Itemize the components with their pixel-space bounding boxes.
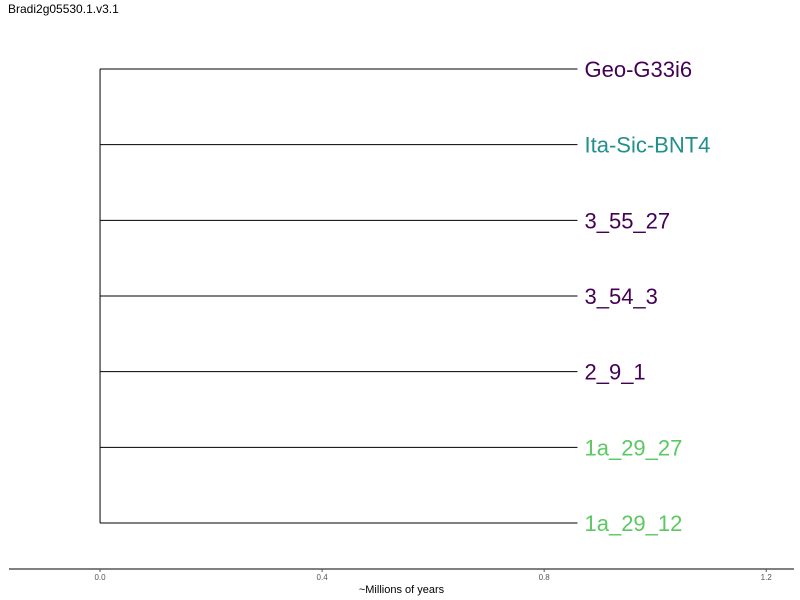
x-axis-ticks: 0.0 0.4 0.8 1.2: [94, 569, 772, 582]
x-axis-title: ~Millions of years: [359, 584, 445, 596]
leaf-label-5: 1a_29_27: [584, 435, 682, 460]
leaf-label-2: 3_55_27: [584, 208, 670, 233]
leaf-label-0: Geo-G33i6: [584, 57, 692, 82]
leaf-label-4: 2_9_1: [584, 360, 645, 385]
x-axis: 0.0 0.4 0.8 1.2 ~Millions of years: [9, 568, 794, 596]
leaf-labels: Geo-G33i6 Ita-Sic-BNT4 3_55_27 3_54_3 2_9_1 1…: [584, 57, 710, 536]
x-tick-label-2: 0.8: [539, 573, 551, 582]
leaf-label-1: Ita-Sic-BNT4: [584, 133, 710, 158]
x-tick-label-0: 0.0: [94, 573, 106, 582]
leaf-label-6: 1a_29_12: [584, 511, 682, 536]
page-title: Bradi2g05530.1.v3.1: [8, 2, 119, 16]
leaf-label-3: 3_54_3: [584, 284, 657, 309]
x-tick-label-1: 0.4: [317, 573, 329, 582]
x-tick-label-3: 1.2: [761, 573, 773, 582]
tree-branches: [99, 68, 578, 524]
